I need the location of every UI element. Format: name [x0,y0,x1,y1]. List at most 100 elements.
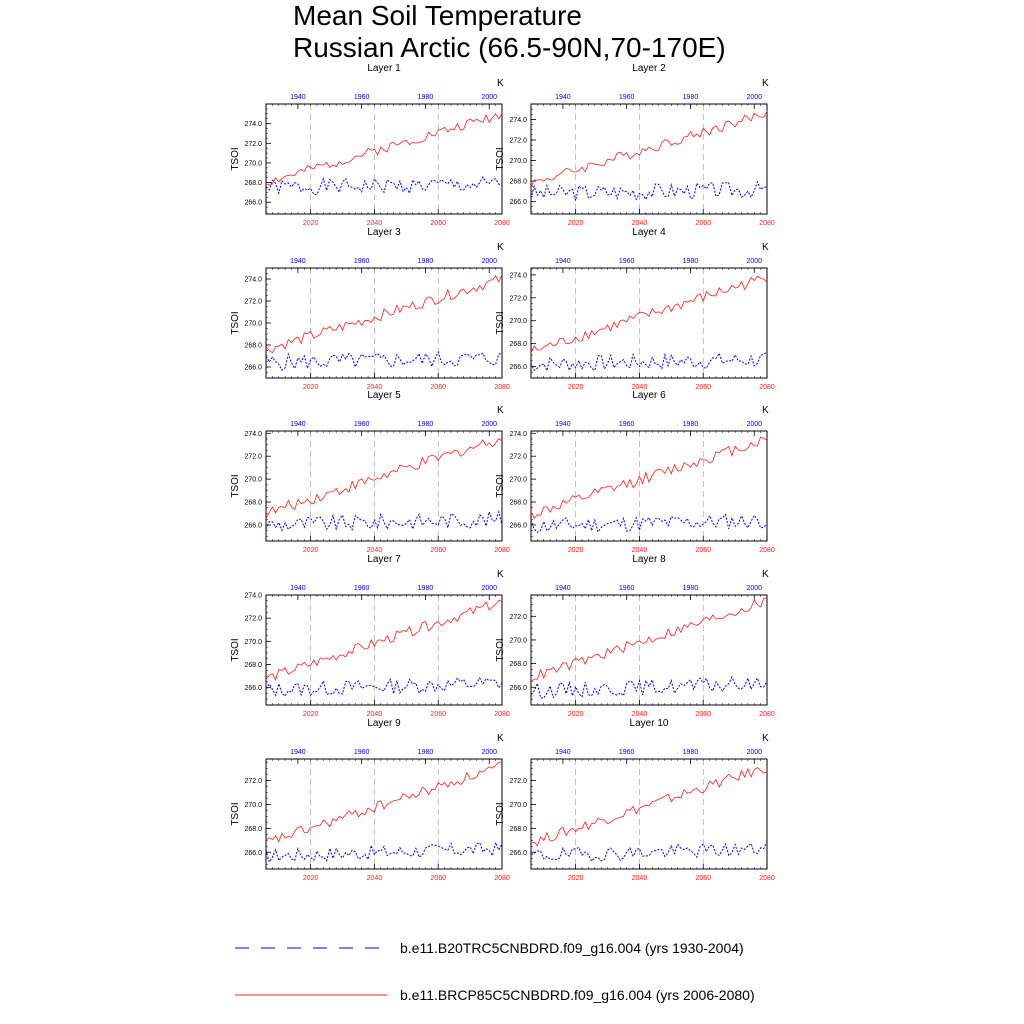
layer-3-ylabel: TSOI [230,311,241,334]
layer-8-ylabel: TSOI [495,638,506,661]
layer-6-ytick-label: 266.0 [509,522,527,529]
layer-8-xtick-label-bottom: 2020 [568,711,584,718]
layer-5-ytick-label: 268.0 [244,500,262,507]
layer-5-series-future [265,438,503,519]
layer-7-series-historical [265,676,503,697]
layer-10-xtick-label-bottom: 2040 [632,875,648,882]
layer-1-ytick-label: 272.0 [244,141,262,148]
layer-2-xtick-label-top: 1980 [683,94,699,101]
layer-2-xtick-label-top: 1960 [619,94,635,101]
layer-10-xtick-label-top: 2000 [746,749,762,756]
layer-4-series-historical [530,351,768,373]
layer-5-ytick-label: 270.0 [244,477,262,484]
layer-6-ytick-label: 268.0 [509,500,527,507]
layer-5-xtick-label-top: 1980 [418,421,434,428]
layer-9-xtick-label-bottom: 2020 [303,875,319,882]
layer-1-xtick-label-top: 2000 [481,94,497,101]
layer-7-xtick-label-top: 1980 [418,585,434,592]
layer-8-units-label: K [762,569,769,580]
layer-1-ytick-label: 274.0 [244,121,262,128]
layer-1-xtick-label-bottom: 2040 [367,220,383,227]
layer-6-ytick-label: 274.0 [509,431,527,438]
layer-9-xtick-label-top: 2000 [481,749,497,756]
layer-8-xtick-label-top: 2000 [746,585,762,592]
layer-8-series-future [530,597,768,683]
layer-6-xtick-label-top: 1940 [555,421,571,428]
layer-1-title: Layer 1 [367,63,401,74]
legend-swatch-historical [235,947,390,949]
layer-4-ytick-label: 270.0 [509,318,527,325]
layer-6-xtick-label-top: 1960 [619,421,635,428]
layer-9-series-historical [265,840,503,864]
layer-10-units-label: K [762,733,769,744]
layer-1-ytick-label: 266.0 [244,200,262,207]
layer-4-series-future [530,275,768,353]
layer-1-plot-frame [265,103,503,215]
layer-8-xtick-label-top: 1960 [619,585,635,592]
layer-10-ytick-label: 266.0 [509,850,527,857]
layer-10-xtick-label-bottom: 2080 [759,875,775,882]
layer-5-title: Layer 5 [367,390,401,401]
layer-6-xtick-label-bottom: 2020 [568,547,584,554]
layer-7-xtick-label-bottom: 2060 [430,711,446,718]
layer-3-title: Layer 3 [367,227,401,238]
layer-6-ylabel: TSOI [495,474,506,497]
layer-7-ytick-label: 266.0 [244,685,262,692]
layer-2-title: Layer 2 [632,63,666,74]
layer-6-ytick-label: 270.0 [509,477,527,484]
layer-8-title: Layer 8 [632,554,666,565]
layer-2-xtick-label-bottom: 2020 [568,220,584,227]
legend-label-future: b.e11.BRCP85C5CNBDRD.f09_g16.004 (yrs 20… [400,987,755,1003]
layer-10-xtick-label-bottom: 2020 [568,875,584,882]
layer-3-xtick-label-top: 1960 [354,258,370,265]
layer-7-plot-frame [265,594,503,706]
layer-1-series-future [265,113,503,186]
layer-2-xtick-label-bottom: 2060 [695,220,711,227]
layer-7-title: Layer 7 [367,554,401,565]
layer-8-ytick-label: 268.0 [509,661,527,668]
layer-7-xtick-label-top: 1940 [290,585,306,592]
layer-7-ytick-label: 272.0 [244,616,262,623]
layer-3-ytick-label: 274.0 [244,277,262,284]
layer-4-xtick-label-bottom: 2040 [632,384,648,391]
layer-3-ytick-label: 268.0 [244,343,262,350]
layer-4-xtick-label-bottom: 2080 [759,384,775,391]
layer-2-series-future [530,110,768,188]
layer-8-ytick-label: 272.0 [509,614,527,621]
layer-1-ytick-label: 270.0 [244,160,262,167]
layer-5-xtick-label-top: 1940 [290,421,306,428]
layer-10-series-future [530,766,768,847]
layer-10-plot-frame [530,758,768,870]
layer-2-ytick-label: 274.0 [509,117,527,124]
layer-1-units-label: K [497,78,504,89]
layer-1-xtick-label-bottom: 2080 [494,220,510,227]
layer-5-ytick-label: 272.0 [244,454,262,461]
layer-9-xtick-label-bottom: 2060 [430,875,446,882]
layer-3-ytick-label: 272.0 [244,299,262,306]
layer-4-ylabel: TSOI [495,311,506,334]
layer-7-xtick-label-bottom: 2020 [303,711,319,718]
layer-9-ytick-label: 268.0 [244,826,262,833]
layer-8-xtick-label-bottom: 2080 [759,711,775,718]
layer-5-xtick-label-bottom: 2060 [430,547,446,554]
layer-5-series-historical [265,509,503,532]
layer-8-xtick-label-bottom: 2040 [632,711,648,718]
layer-6-title: Layer 6 [632,390,666,401]
layer-5-plot-frame [265,430,503,542]
layer-6-xtick-label-top: 2000 [746,421,762,428]
legend-label-historical: b.e11.B20TRC5CNBDRD.f09_g16.004 (yrs 193… [400,940,744,956]
layer-10-xtick-label-top: 1960 [619,749,635,756]
layer-3-xtick-label-bottom: 2060 [430,384,446,391]
layer-2-ytick-label: 270.0 [509,158,527,165]
layer-4-xtick-label-top: 1980 [683,258,699,265]
layer-9-series-future [265,761,503,843]
layer-8-series-historical [530,675,768,699]
layer-8-plot-frame [530,594,768,706]
layer-2-xtick-label-bottom: 2040 [632,220,648,227]
layer-9-ylabel: TSOI [230,802,241,825]
layer-5-ylabel: TSOI [230,474,241,497]
layer-8-xtick-label-top: 1940 [555,585,571,592]
layer-7-series-future [265,600,503,681]
layer-1-series-historical [265,176,503,196]
layer-6-xtick-label-bottom: 2080 [759,547,775,554]
